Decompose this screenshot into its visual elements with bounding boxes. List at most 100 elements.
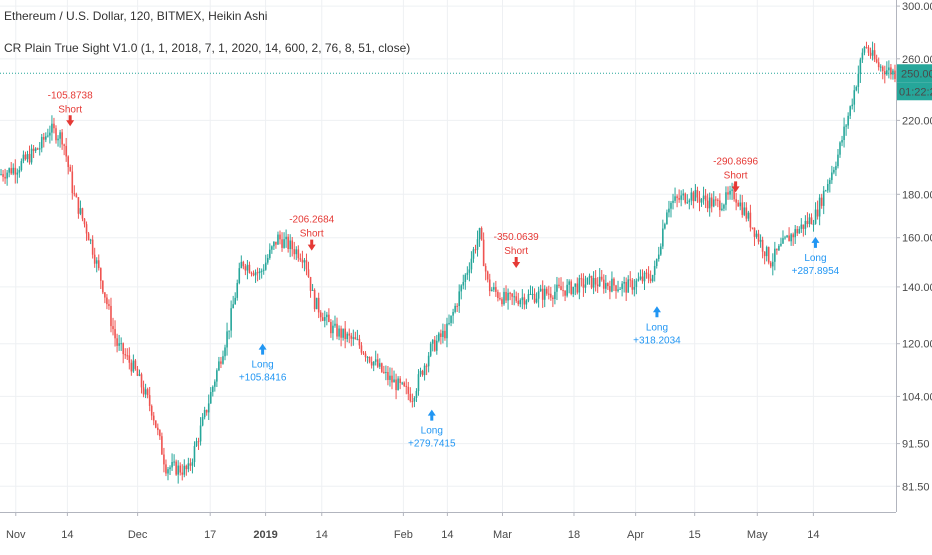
candle-body <box>505 291 507 301</box>
candle-body <box>431 339 434 344</box>
candle-body <box>205 409 208 413</box>
candle-body <box>181 472 184 475</box>
candle-body <box>59 132 61 139</box>
candle-body <box>269 249 271 258</box>
candle-body <box>334 323 336 326</box>
candle-body <box>655 259 658 267</box>
candle-body <box>666 212 668 225</box>
candle-body <box>572 286 575 294</box>
candle-body <box>676 196 678 199</box>
long-label: Long <box>804 253 826 264</box>
long-label: Long <box>421 426 443 437</box>
x-tick-label: 2019 <box>253 529 277 541</box>
candle-body <box>16 172 19 175</box>
candle-body <box>321 317 324 321</box>
candle-body <box>45 136 47 140</box>
candle-body <box>244 266 247 271</box>
candle-body <box>662 228 664 247</box>
candle-body <box>776 248 778 251</box>
candle-body <box>124 354 127 356</box>
y-tick-label: 120.00 <box>902 339 932 351</box>
candle-body <box>352 337 355 339</box>
candle-body <box>682 193 684 196</box>
candle-body <box>741 202 744 215</box>
candle-body <box>348 333 351 336</box>
candle-body <box>729 190 731 195</box>
short-arrow <box>512 256 521 268</box>
candle-body <box>537 291 540 299</box>
candle-body <box>621 283 623 289</box>
candle-body <box>733 189 735 200</box>
candle-body <box>841 140 843 143</box>
candle-body <box>763 251 766 257</box>
candle-body <box>118 343 120 346</box>
candle-body <box>163 454 165 465</box>
candle-body <box>10 168 12 174</box>
candle-body <box>275 241 277 245</box>
candle-body <box>857 73 860 87</box>
candle-body <box>83 218 86 225</box>
candle-body <box>767 247 770 263</box>
candle-body <box>417 374 420 391</box>
candles <box>0 41 896 484</box>
candle-body <box>175 461 177 475</box>
time-axis-bg[interactable] <box>0 512 932 550</box>
x-tick-label: Nov <box>6 529 26 541</box>
candle-body <box>360 345 363 353</box>
candle-body <box>816 209 819 217</box>
candle-body <box>511 293 513 297</box>
candle-body <box>690 192 693 201</box>
last-price-value: 250.00 <box>901 68 932 80</box>
candle-body <box>894 70 896 79</box>
candle-body <box>150 405 153 416</box>
candle-body <box>0 174 2 176</box>
candle-body <box>629 279 632 281</box>
candle-body <box>51 123 53 133</box>
candle-body <box>91 239 94 255</box>
candle-body <box>79 208 82 214</box>
candle-body <box>466 272 469 275</box>
candle-body <box>73 193 76 195</box>
candle-body <box>696 190 699 198</box>
candle-body <box>562 290 564 292</box>
candle-body <box>189 463 192 466</box>
candle-body <box>395 379 397 391</box>
candle-body <box>672 200 674 203</box>
candle-body <box>448 322 450 324</box>
candle-body <box>248 264 251 273</box>
candle-body <box>228 330 230 332</box>
candle-body <box>63 144 65 146</box>
candle-body <box>641 276 644 282</box>
candle-body <box>470 258 473 270</box>
candle-body <box>429 343 432 356</box>
candle-body <box>737 202 739 207</box>
candle-body <box>678 198 680 200</box>
candle-body <box>89 239 92 241</box>
candle-body <box>590 275 593 288</box>
candle-body <box>468 269 471 273</box>
candle-body <box>822 190 825 206</box>
candle-body <box>61 132 63 145</box>
short-label: Short <box>504 246 528 257</box>
candle-body <box>108 304 110 306</box>
candle-body <box>299 258 302 260</box>
candle-body <box>829 180 831 185</box>
candle-body <box>277 234 279 245</box>
candle-body <box>42 136 45 140</box>
candle-body <box>517 300 520 305</box>
candle-body <box>315 297 318 310</box>
candle-body <box>708 197 711 209</box>
candle-body <box>220 361 222 364</box>
candle-body <box>574 283 577 287</box>
candle-body <box>692 192 695 202</box>
candle-body <box>564 290 566 296</box>
long-value: +279.7415 <box>408 439 456 450</box>
candle-body <box>285 236 287 240</box>
candle-body <box>372 361 375 366</box>
candle-body <box>881 66 884 72</box>
candle-body <box>85 224 88 234</box>
candle-body <box>482 239 485 267</box>
candle-body <box>169 467 171 470</box>
